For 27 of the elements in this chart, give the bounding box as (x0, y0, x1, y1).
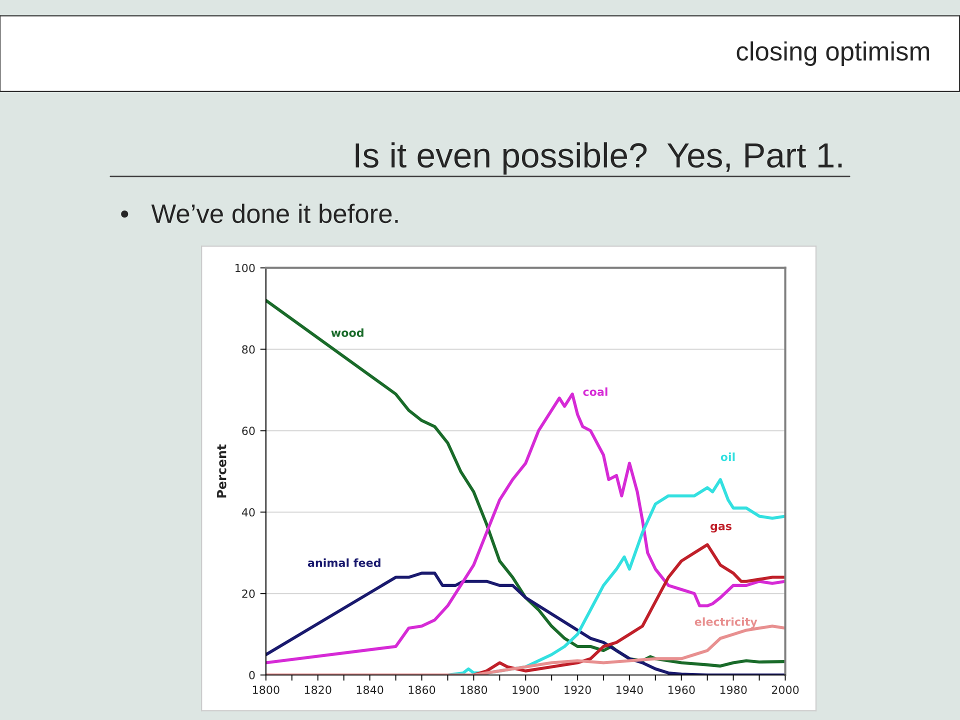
x-tick-label: 1860 (408, 686, 436, 694)
series-label: coal (583, 387, 608, 396)
series-label: electricity (694, 617, 758, 628)
x-tick-label: 1900 (512, 686, 539, 694)
text: • We’ve done it before. (121, 204, 398, 224)
y-tick-label: 100 (236, 264, 255, 272)
y-tick-label: 80 (242, 345, 255, 354)
x-tick-label: 1840 (356, 686, 384, 694)
x-tick-label: 1960 (668, 686, 695, 694)
x-tick-label: 1800 (253, 686, 280, 694)
y-axis-title: Percent (217, 444, 226, 498)
series-label: wood (331, 328, 364, 337)
x-tick-label: 1880 (460, 686, 488, 694)
chart-title: Is it even possible? Yes, Part 1. (356, 142, 842, 175)
series-label: animal feed (308, 558, 380, 567)
x-tick-label: 2000 (772, 686, 799, 694)
text: closing optimism (736, 41, 929, 66)
x-tick-label: 1920 (564, 686, 591, 694)
x-tick-label: 1980 (720, 686, 747, 694)
y-tick-label: 20 (242, 590, 255, 598)
series-label: gas (710, 524, 732, 532)
y-tick-label: 60 (242, 426, 255, 436)
y-tick-label: 0 (249, 670, 255, 680)
x-tick-label: 1940 (616, 686, 643, 694)
x-tick-label: 1820 (304, 686, 332, 694)
y-tick-label: 40 (242, 508, 255, 517)
series-label: oil (720, 452, 735, 462)
